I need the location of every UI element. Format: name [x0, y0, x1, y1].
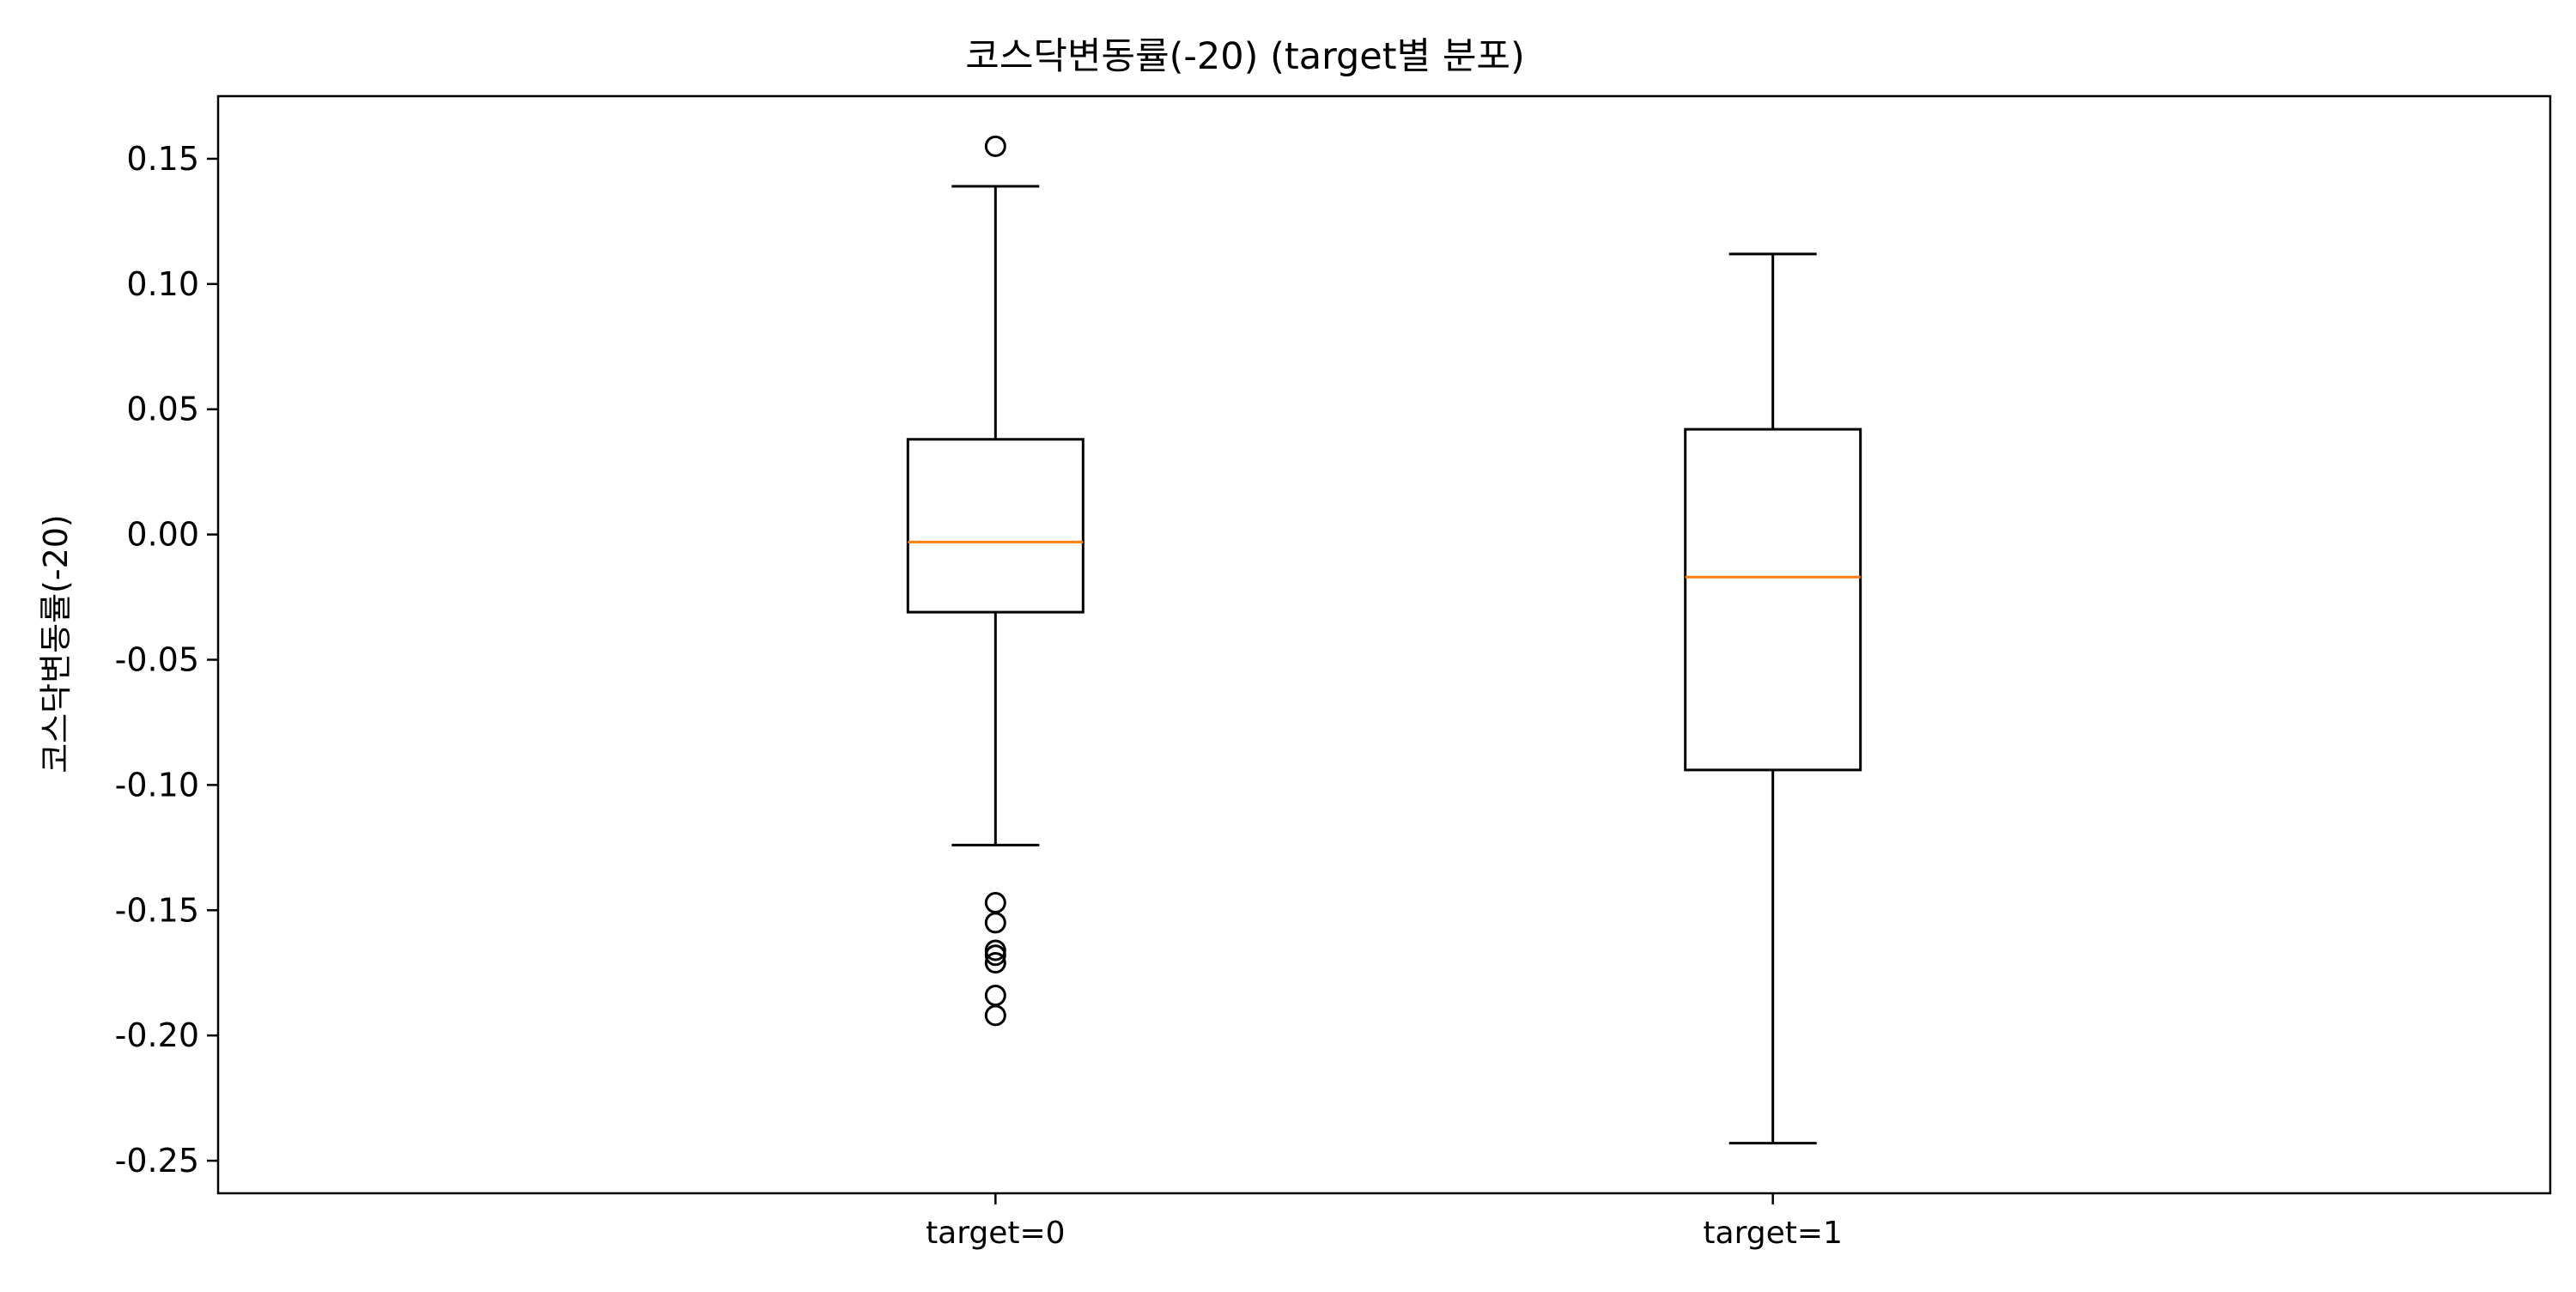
y-tick-label: -0.05 — [115, 641, 199, 679]
chart-marks: 0.15 0.10 0.05 0.00 -0.05 -0.10 -0.15 -0.20 -0.2… — [115, 135, 1862, 1251]
x-tick-label: target=1 — [1703, 1216, 1843, 1251]
box-iqr — [1684, 428, 1862, 772]
y-axis-label: 코스닥변동률(-20) — [37, 514, 75, 773]
outlier-point — [984, 135, 1006, 157]
plot-area-frame — [216, 94, 2552, 1195]
x-tick-label: target=0 — [926, 1216, 1066, 1251]
y-tick-label: 0.15 — [126, 140, 199, 178]
y-tick-label: -0.15 — [115, 891, 199, 929]
chart-title: 코스닥변동률(-20) (target별 분포) — [965, 35, 1524, 78]
y-tick-label: -0.10 — [115, 766, 199, 804]
outlier-point — [984, 944, 1006, 967]
box-iqr — [906, 438, 1084, 614]
y-tick-label: 0.00 — [126, 516, 199, 554]
outlier-point — [984, 1004, 1006, 1027]
y-tick-label: 0.10 — [126, 265, 199, 303]
y-tick-label: 0.05 — [126, 391, 199, 428]
outlier-point — [984, 952, 1006, 974]
y-tick-label: -0.20 — [115, 1016, 199, 1054]
y-tick-label: -0.25 — [115, 1142, 199, 1180]
outlier-point — [984, 912, 1006, 934]
